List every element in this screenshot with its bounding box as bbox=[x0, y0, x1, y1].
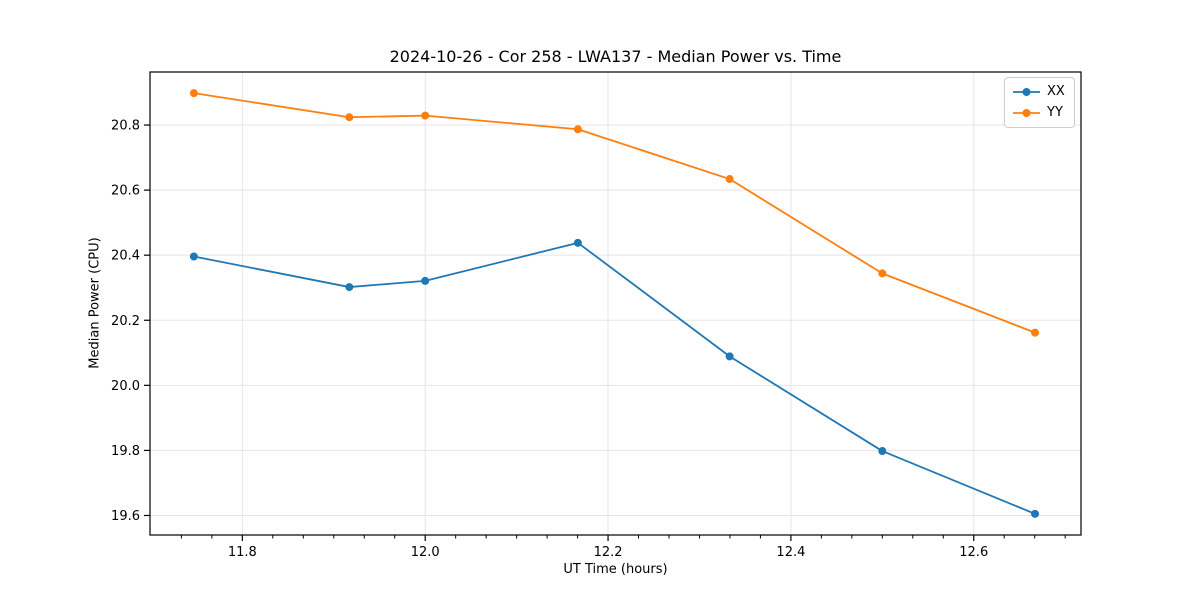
y-tick-label: 20.4 bbox=[111, 249, 140, 264]
data-point-XX bbox=[573, 238, 582, 247]
plot-frame bbox=[149, 71, 1082, 536]
data-point-XX bbox=[345, 283, 354, 292]
y-tick-label: 20.0 bbox=[111, 379, 140, 394]
data-point-YY bbox=[725, 175, 734, 184]
x-tick-label: 12.2 bbox=[594, 545, 623, 560]
data-point-XX bbox=[725, 352, 734, 361]
data-point-YY bbox=[1031, 328, 1040, 337]
data-point-YY bbox=[189, 89, 198, 98]
y-tick-label: 20.2 bbox=[111, 314, 140, 329]
legend-item-XX: XX bbox=[1013, 84, 1065, 100]
legend: XX YY bbox=[1004, 77, 1075, 128]
chart-title: 2024-10-26 - Cor 258 - LWA137 - Median P… bbox=[389, 47, 842, 66]
x-tick-label: 12.6 bbox=[959, 545, 988, 560]
x-tick-label: 12.4 bbox=[776, 545, 805, 560]
data-point-YY bbox=[345, 113, 354, 122]
y-tick-label: 20.6 bbox=[111, 184, 140, 199]
y-tick-label: 19.6 bbox=[111, 509, 140, 524]
legend-label-XX: XX bbox=[1047, 84, 1065, 99]
x-axis-label: UT Time (hours) bbox=[563, 562, 668, 577]
legend-sample-marker bbox=[1022, 109, 1031, 117]
data-point-XX bbox=[1031, 509, 1040, 518]
data-point-YY bbox=[573, 125, 582, 134]
legend-line-sample-YY bbox=[1013, 109, 1040, 117]
x-tick-label: 11.8 bbox=[228, 545, 257, 560]
y-tick-label: 20.8 bbox=[111, 119, 140, 134]
data-point-XX bbox=[421, 276, 430, 285]
y-tick-label: 19.8 bbox=[111, 444, 140, 459]
data-point-YY bbox=[878, 269, 887, 278]
legend-label-YY: YY bbox=[1047, 105, 1063, 120]
series-line-YY bbox=[192, 92, 1036, 334]
data-point-YY bbox=[421, 111, 430, 120]
legend-sample-marker bbox=[1022, 88, 1031, 96]
x-tick-label: 12.0 bbox=[411, 545, 440, 560]
data-point-XX bbox=[189, 252, 198, 261]
legend-item-YY: YY bbox=[1013, 105, 1065, 121]
data-point-XX bbox=[878, 447, 887, 456]
legend-line-sample-XX bbox=[1013, 88, 1040, 96]
